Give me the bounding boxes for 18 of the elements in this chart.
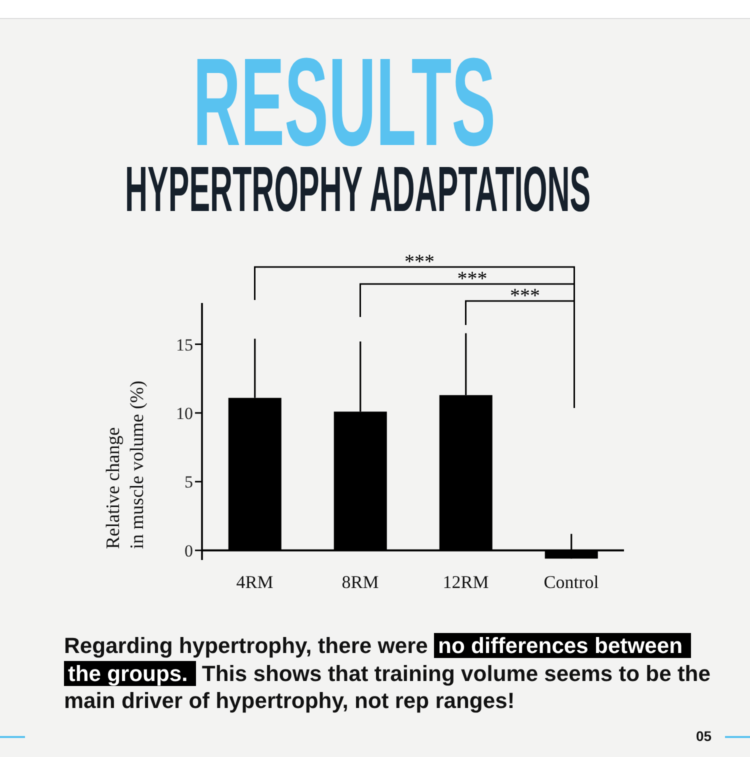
y-axis-title: Relative change in muscle volume (%) bbox=[103, 380, 148, 549]
y-tick-label: 0 bbox=[184, 541, 193, 560]
text: main driver of hypertrophy, not rep ranges! bbox=[64, 688, 515, 713]
y-tick-label: 5 bbox=[184, 472, 193, 492]
y-tick-label: 10 bbox=[176, 404, 193, 423]
x-tick-label: 4RM bbox=[236, 572, 274, 592]
x-tick-label: 8RM bbox=[342, 572, 379, 592]
annotation: *** bbox=[510, 285, 540, 307]
text: *** bbox=[457, 268, 488, 290]
text: *** bbox=[404, 251, 434, 273]
x-tick-label: 12RM bbox=[442, 572, 489, 592]
text: no differences between bbox=[434, 633, 691, 658]
text: 05 bbox=[696, 728, 712, 744]
text: Regarding hypertrophy, there were bbox=[64, 633, 428, 658]
text: the groups. bbox=[64, 660, 196, 686]
x-tick-label: Control bbox=[544, 572, 599, 592]
y-tick-label: 15 bbox=[176, 335, 193, 354]
text: This shows that training volume seems to be the bbox=[202, 660, 710, 686]
